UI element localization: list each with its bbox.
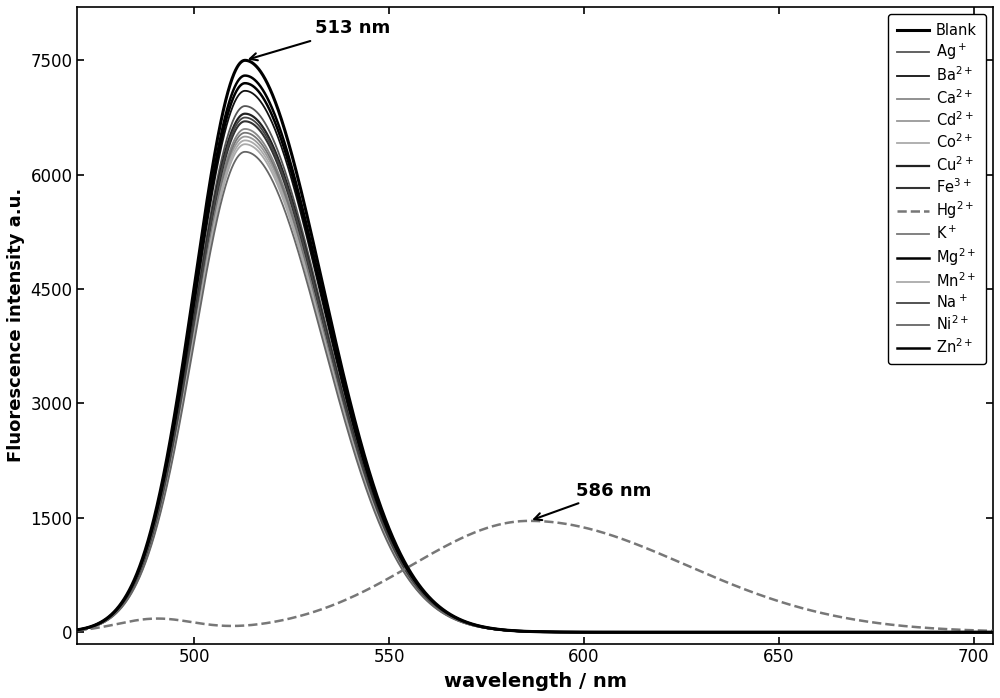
Legend: Blank, Ag$^+$, Ba$^{2+}$, Ca$^{2+}$, Cd$^{2+}$, Co$^{2+}$, Cu$^{2+}$, Fe$^{3+}$,: Blank, Ag$^+$, Ba$^{2+}$, Ca$^{2+}$, Cd$… xyxy=(888,14,986,364)
X-axis label: wavelength / nm: wavelength / nm xyxy=(444,672,627,691)
Text: 586 nm: 586 nm xyxy=(534,482,652,520)
Text: 513 nm: 513 nm xyxy=(250,20,390,60)
Y-axis label: Fluorescence intensity a.u.: Fluorescence intensity a.u. xyxy=(7,188,25,462)
